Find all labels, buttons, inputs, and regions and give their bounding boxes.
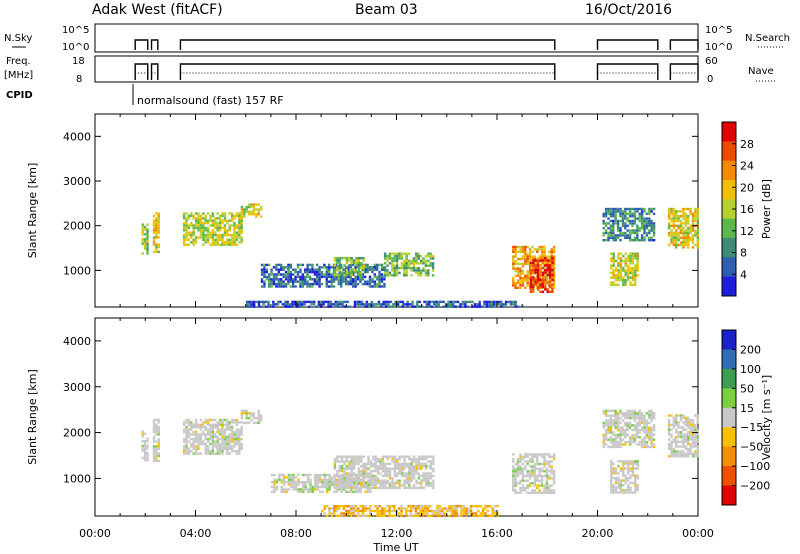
colorbar-swatch: [722, 485, 736, 506]
colorbar-swatch: [722, 218, 736, 239]
colorbar-tick-label: 12: [740, 225, 754, 238]
x-tick-label: 00:00: [682, 527, 714, 540]
y-axis-label: Slant Range [km]: [26, 163, 39, 259]
colorbar-swatch: [722, 180, 736, 200]
freq-tick-hi: 18: [72, 56, 85, 67]
colorbar-label: Velocity [m s⁻¹]: [760, 375, 773, 460]
panel-frame: [94, 317, 699, 517]
nave-label: Nave: [748, 66, 774, 77]
colorbar-tick-label: 8: [740, 247, 747, 260]
colorbar-tick-label: 15: [740, 402, 754, 415]
nsky-strip: [94, 23, 699, 53]
nsearch-tick-lo: 10^0: [705, 42, 732, 53]
colorbar-tick-label: 20: [740, 181, 754, 194]
nsky-tick-lo: 10^0: [62, 42, 89, 53]
colorbar-frame: [721, 329, 737, 506]
colorbar-swatch: [722, 368, 736, 389]
y-tick-label: 2000: [63, 220, 91, 233]
echo-cells: [141, 203, 699, 308]
y-tick-label: 1000: [63, 472, 91, 485]
nave-tick-lo: 0: [707, 74, 713, 85]
colorbar-tick-label: −50: [740, 441, 763, 454]
station-title: Adak West (fitACF): [92, 2, 223, 18]
freq-segment: [596, 63, 659, 80]
x-tick-label: 00:00: [79, 527, 111, 540]
freq-label: Freq.: [6, 56, 31, 67]
power-colorbar: 4 8 12 16 20 24 28 Power [dB]: [721, 121, 773, 297]
colorbar-tick-label: 50: [740, 382, 754, 395]
colorbar-tick-label: −100: [740, 460, 770, 473]
colorbar-swatch: [722, 330, 736, 350]
freq-segment: [134, 63, 149, 80]
colorbar-swatch: [722, 427, 736, 447]
colorbar-tick-label: −200: [740, 480, 770, 493]
nsky-tick-hi: 10^5: [62, 25, 89, 36]
x-tick-label: 20:00: [582, 527, 614, 540]
y-tick-label: 4000: [63, 130, 91, 143]
nsky-label: N.Sky: [4, 33, 32, 44]
colorbar-swatch: [722, 407, 736, 428]
nsearch-label: N.Search: [745, 33, 790, 44]
freq-segment: [669, 63, 699, 80]
colorbar-tick-label: 4: [740, 268, 747, 281]
colorbar-swatch: [722, 160, 736, 181]
power-heatmap: 1000 2000 3000 4000 Slant Range [km]: [26, 113, 699, 308]
x-tick-labels: 00:00 04:00 08:00 12:00 16:00 20:00 00:00: [79, 527, 714, 540]
colorbar-swatch: [722, 388, 736, 409]
nsearch-tick-hi: 10^5: [705, 25, 732, 36]
nave-tick-hi: 60: [705, 56, 718, 67]
colorbar-swatch: [722, 141, 736, 161]
x-tick-label: 04:00: [180, 527, 212, 540]
colorbar-tick-label: −15: [740, 421, 763, 434]
colorbar-swatch: [722, 199, 736, 219]
colorbar-swatch: [722, 349, 736, 370]
colorbar-tick-label: 100: [740, 363, 761, 376]
colorbar-tick-label: 16: [740, 203, 754, 216]
x-tick-label: 12:00: [381, 527, 413, 540]
colorbar-tick-label: 28: [740, 138, 754, 151]
colorbar-swatch: [722, 276, 736, 297]
freq-segment: [179, 63, 556, 80]
colorbar-tick-label: 24: [740, 160, 754, 173]
colorbar-swatch: [722, 122, 736, 142]
y-tick-label: 2000: [63, 427, 91, 440]
freq-trace: [134, 63, 699, 80]
freq-segment: [150, 63, 159, 80]
colorbar-swatch: [722, 466, 736, 486]
colorbar-swatch: [722, 257, 736, 277]
x-axis-label: Time UT: [372, 541, 418, 554]
colorbar-label: Power [dB]: [760, 179, 773, 239]
freq-unit: [MHz]: [4, 70, 33, 81]
nsky-segment: [150, 39, 159, 50]
x-tick-label: 08:00: [280, 527, 312, 540]
colorbar-tick-label: 200: [740, 343, 761, 356]
colorbar-swatch: [722, 446, 736, 467]
y-tick-label: 3000: [63, 175, 91, 188]
beam-title: Beam 03: [355, 2, 418, 18]
x-tick-label: 16:00: [481, 527, 513, 540]
velocity-heatmap: 1000 2000 3000 4000 Slant Range [km]: [26, 317, 699, 517]
colorbar-swatch: [722, 238, 736, 258]
y-tick-label: 3000: [63, 381, 91, 394]
velocity-colorbar: 200 100 50 15 −15 −50 −100 −200 Velocity [m s⁻¹]: [721, 329, 773, 506]
cpid-note: normalsound (fast) 157 RF: [137, 94, 284, 107]
date-title: 16/Oct/2016: [585, 2, 672, 18]
freq-strip: [94, 55, 699, 83]
y-axis-label: Slant Range [km]: [26, 369, 39, 465]
y-tick-label: 1000: [63, 264, 91, 277]
nsky-segment: [179, 39, 556, 50]
nsky-trace: [134, 39, 699, 50]
nsky-segment: [669, 39, 699, 50]
nsky-segment: [596, 39, 659, 50]
cpid-label: CPID: [6, 90, 33, 101]
y-tick-label: 4000: [63, 335, 91, 348]
nsky-segment: [134, 39, 149, 50]
freq-tick-lo: 8: [76, 74, 82, 85]
